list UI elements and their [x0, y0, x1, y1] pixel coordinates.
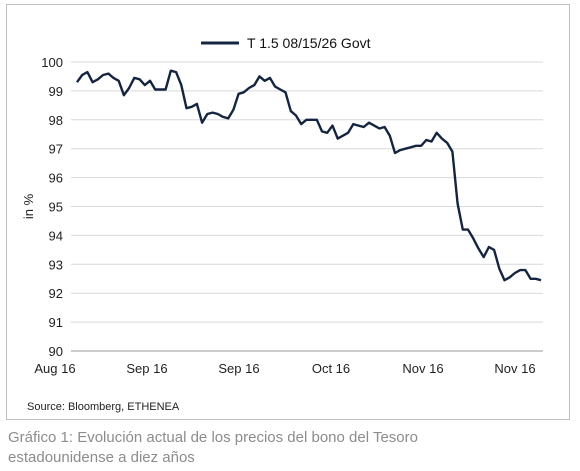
y-tick-label: 99 — [49, 84, 63, 99]
series-line-t-1-5-08-15-26-govt — [76, 69, 542, 282]
legend-label: T 1.5 08/15/26 Govt — [247, 35, 371, 51]
source-note: Source: Bloomberg, ETHENEA — [27, 401, 180, 413]
x-tick-label: Oct 16 — [312, 361, 350, 376]
y-axis-label: in % — [21, 193, 36, 219]
figure-caption: Gráfico 1: Evolución actual de los preci… — [8, 429, 418, 466]
y-tick-label: 91 — [49, 315, 63, 330]
y-tick-label: 100 — [41, 55, 63, 70]
y-axis-tick-labels: 90 91 92 93 94 95 96 97 98 99 100 — [41, 55, 63, 359]
y-tick-label: 96 — [49, 171, 63, 186]
y-tick-label: 92 — [49, 286, 63, 301]
y-tick-label: 98 — [49, 113, 63, 128]
y-tick-label: 94 — [49, 228, 63, 243]
x-axis-tick-labels: Aug 16 Sep 16 Sep 16 Oct 16 Nov 16 Nov 16 — [34, 361, 535, 376]
y-tick-label: 95 — [49, 200, 63, 215]
x-tick-label: Nov 16 — [402, 361, 443, 376]
x-tick-label: Aug 16 — [34, 361, 75, 376]
gridlines — [71, 61, 543, 352]
x-tick-label: Nov 16 — [494, 361, 535, 376]
line-chart: 90 91 92 93 94 95 96 97 98 99 100 Aug 16 Sep 16 Sep … — [21, 35, 543, 376]
y-tick-label: 97 — [49, 142, 63, 157]
x-tick-label: Sep 16 — [218, 361, 259, 376]
legend: T 1.5 08/15/26 Govt — [201, 35, 371, 51]
y-tick-label: 93 — [49, 257, 63, 272]
y-tick-label: 90 — [49, 344, 63, 359]
chart-panel: 90 91 92 93 94 95 96 97 98 99 100 Aug 16 Sep 16 Sep … — [6, 4, 570, 420]
x-tick-label: Sep 16 — [126, 361, 167, 376]
